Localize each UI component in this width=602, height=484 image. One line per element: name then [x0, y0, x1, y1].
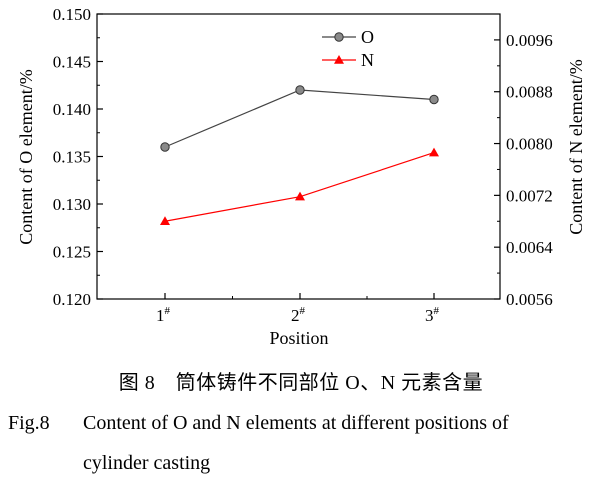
right-tick-label: 0.0088: [506, 83, 553, 102]
right-tick-label: 0.0056: [506, 290, 553, 309]
right-tick-label: 0.0064: [506, 238, 553, 257]
left-tick-label: 0.135: [53, 148, 91, 167]
x-axis: 1# 2# 3#: [156, 293, 440, 325]
legend-marker-N: [334, 55, 344, 64]
data-point-O: [160, 142, 170, 152]
left-tick-label: 0.150: [53, 5, 91, 24]
data-point-N: [295, 191, 305, 201]
data-point-O: [295, 85, 305, 95]
left-tick-label: 0.125: [53, 243, 91, 262]
data-point-N: [160, 216, 170, 226]
right-tick-label: 0.0080: [506, 135, 553, 154]
left-y-axis: 0.120 0.125 0.130 0.135 0.140 0.145 0.150: [53, 5, 103, 309]
right-y-axis: 0.0056 0.0064 0.0072 0.0080 0.0088 0.0096: [494, 13, 553, 309]
data-point-N: [429, 147, 439, 157]
figure-caption-english-line2: cylinder casting: [83, 452, 211, 474]
right-y-axis-label: Content of N element/%: [566, 59, 586, 234]
data-point-O: [429, 94, 439, 105]
plot-frame: [96, 13, 501, 300]
legend: ON: [322, 27, 374, 70]
figure-caption-chinese: 图 8 筒体铸件不同部位 O、N 元素含量: [118, 372, 484, 394]
legend-label-N: N: [361, 50, 374, 70]
series-layer: [160, 85, 439, 226]
right-tick-label: 0.0072: [506, 186, 553, 205]
plot-border: [96, 13, 501, 300]
x-tick-label: 1#: [156, 305, 171, 325]
figure-caption-english-text: Content of O and N elements at different…: [83, 412, 509, 434]
left-tick-label: 0.120: [53, 290, 91, 309]
series-line-N: [164, 152, 435, 222]
figure-caption-english-line1: Fig.8 Content of O and N elements at diff…: [8, 412, 602, 435]
right-tick-label: 0.0096: [506, 31, 553, 50]
left-tick-label: 0.130: [53, 195, 91, 214]
left-tick-label: 0.145: [53, 53, 91, 72]
series-line-O: [164, 89, 435, 148]
x-tick-label: 2#: [291, 305, 306, 325]
x-tick-label: 3#: [425, 305, 440, 325]
left-tick-label: 0.140: [53, 100, 91, 119]
legend-label-O: O: [361, 27, 374, 47]
legend-marker-O: [334, 32, 344, 42]
left-y-axis-label: Content of O element/%: [16, 69, 36, 244]
x-axis-label: Position: [269, 328, 328, 348]
figure-number: Fig.8: [8, 412, 50, 434]
